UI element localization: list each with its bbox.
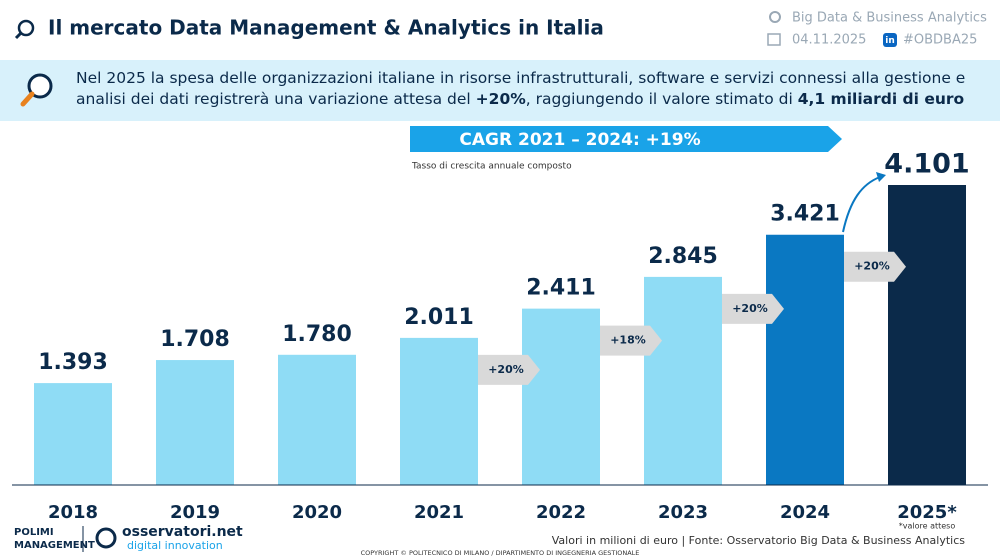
banner-text-part: , raggiungendo il valore stimato di: [525, 90, 798, 108]
bar: [522, 308, 600, 485]
x-tick-label: 2021: [414, 502, 464, 523]
banner-text-part: Nel 2025 la spesa delle organizzazioni i…: [76, 69, 966, 108]
value-label: 2.011: [404, 305, 474, 330]
date-icon: [767, 33, 781, 46]
value-label: 4.101: [884, 149, 969, 180]
footnote: *valore atteso: [899, 522, 956, 531]
observatory-icon: [769, 11, 781, 23]
cagr-banner: [410, 126, 842, 152]
logo-icon: [95, 527, 117, 549]
banner-text: Nel 2025 la spesa delle organizzazioni i…: [76, 68, 981, 110]
banner-text-part: +20%: [475, 90, 526, 108]
value-label: 2.411: [526, 276, 596, 301]
x-tick-label: 2025*: [897, 502, 957, 523]
hashtag: #OBDBA25: [903, 33, 977, 48]
title-icon: [17, 19, 35, 37]
growth-label: +20%: [732, 302, 768, 315]
growth-label: +20%: [854, 260, 890, 273]
source: Valori in milioni di euro | Fonte: Osser…: [552, 534, 965, 547]
title-icon: [14, 31, 23, 40]
value-label: 1.780: [282, 322, 352, 347]
x-tick-label: 2024: [780, 502, 830, 523]
logo-text: MANAGEMENT: [14, 540, 95, 551]
growth-curve: [842, 176, 881, 233]
growth-label: +20%: [488, 363, 524, 376]
x-tick-label: 2022: [536, 502, 586, 523]
bar: [278, 354, 356, 485]
x-tick-label: 2019: [170, 502, 220, 523]
logo-text: POLIMI: [14, 527, 54, 538]
bar: [156, 360, 234, 485]
growth-arrow: [844, 251, 906, 282]
value-label: 3.421: [770, 202, 840, 227]
copyright: COPYRIGHT © POLITECNICO DI MILANO / DIPA…: [361, 549, 640, 557]
cagr-note: Tasso di crescita annuale composto: [411, 162, 572, 172]
growth-label: +18%: [610, 334, 646, 347]
date: 04.11.2025: [792, 33, 866, 48]
bar: [766, 234, 844, 485]
cagr-label: CAGR 2021 – 2024: +19%: [459, 130, 700, 150]
banner-icon: [27, 73, 53, 99]
observatory: Big Data & Business Analytics: [792, 11, 987, 26]
value-label: 1.393: [38, 350, 108, 375]
x-tick-label: 2020: [292, 502, 342, 523]
bar: [644, 276, 722, 485]
banner-text-part: 4,1 miliardi di euro: [797, 90, 965, 108]
x-tick-label: 2018: [48, 502, 98, 523]
banner-icon: [20, 91, 35, 107]
bar: [888, 185, 966, 485]
value-label: 1.708: [160, 327, 230, 352]
x-tick-label: 2023: [658, 502, 708, 523]
growth-curve-head: [876, 172, 886, 182]
bar: [34, 383, 112, 485]
growth-arrow: [478, 354, 540, 385]
linkedin-icon: in: [885, 36, 895, 46]
logo-text: osservatori.net: [122, 524, 243, 540]
growth-arrow: [600, 325, 662, 356]
value-label: 2.845: [648, 244, 718, 269]
logo-text: digital innovation: [127, 539, 223, 552]
growth-arrow: [722, 293, 784, 324]
linkedin-icon: [883, 33, 897, 47]
bar: [400, 337, 478, 485]
banner-background: [0, 60, 1000, 121]
title: Il mercato Data Management & Analytics i…: [48, 16, 604, 40]
